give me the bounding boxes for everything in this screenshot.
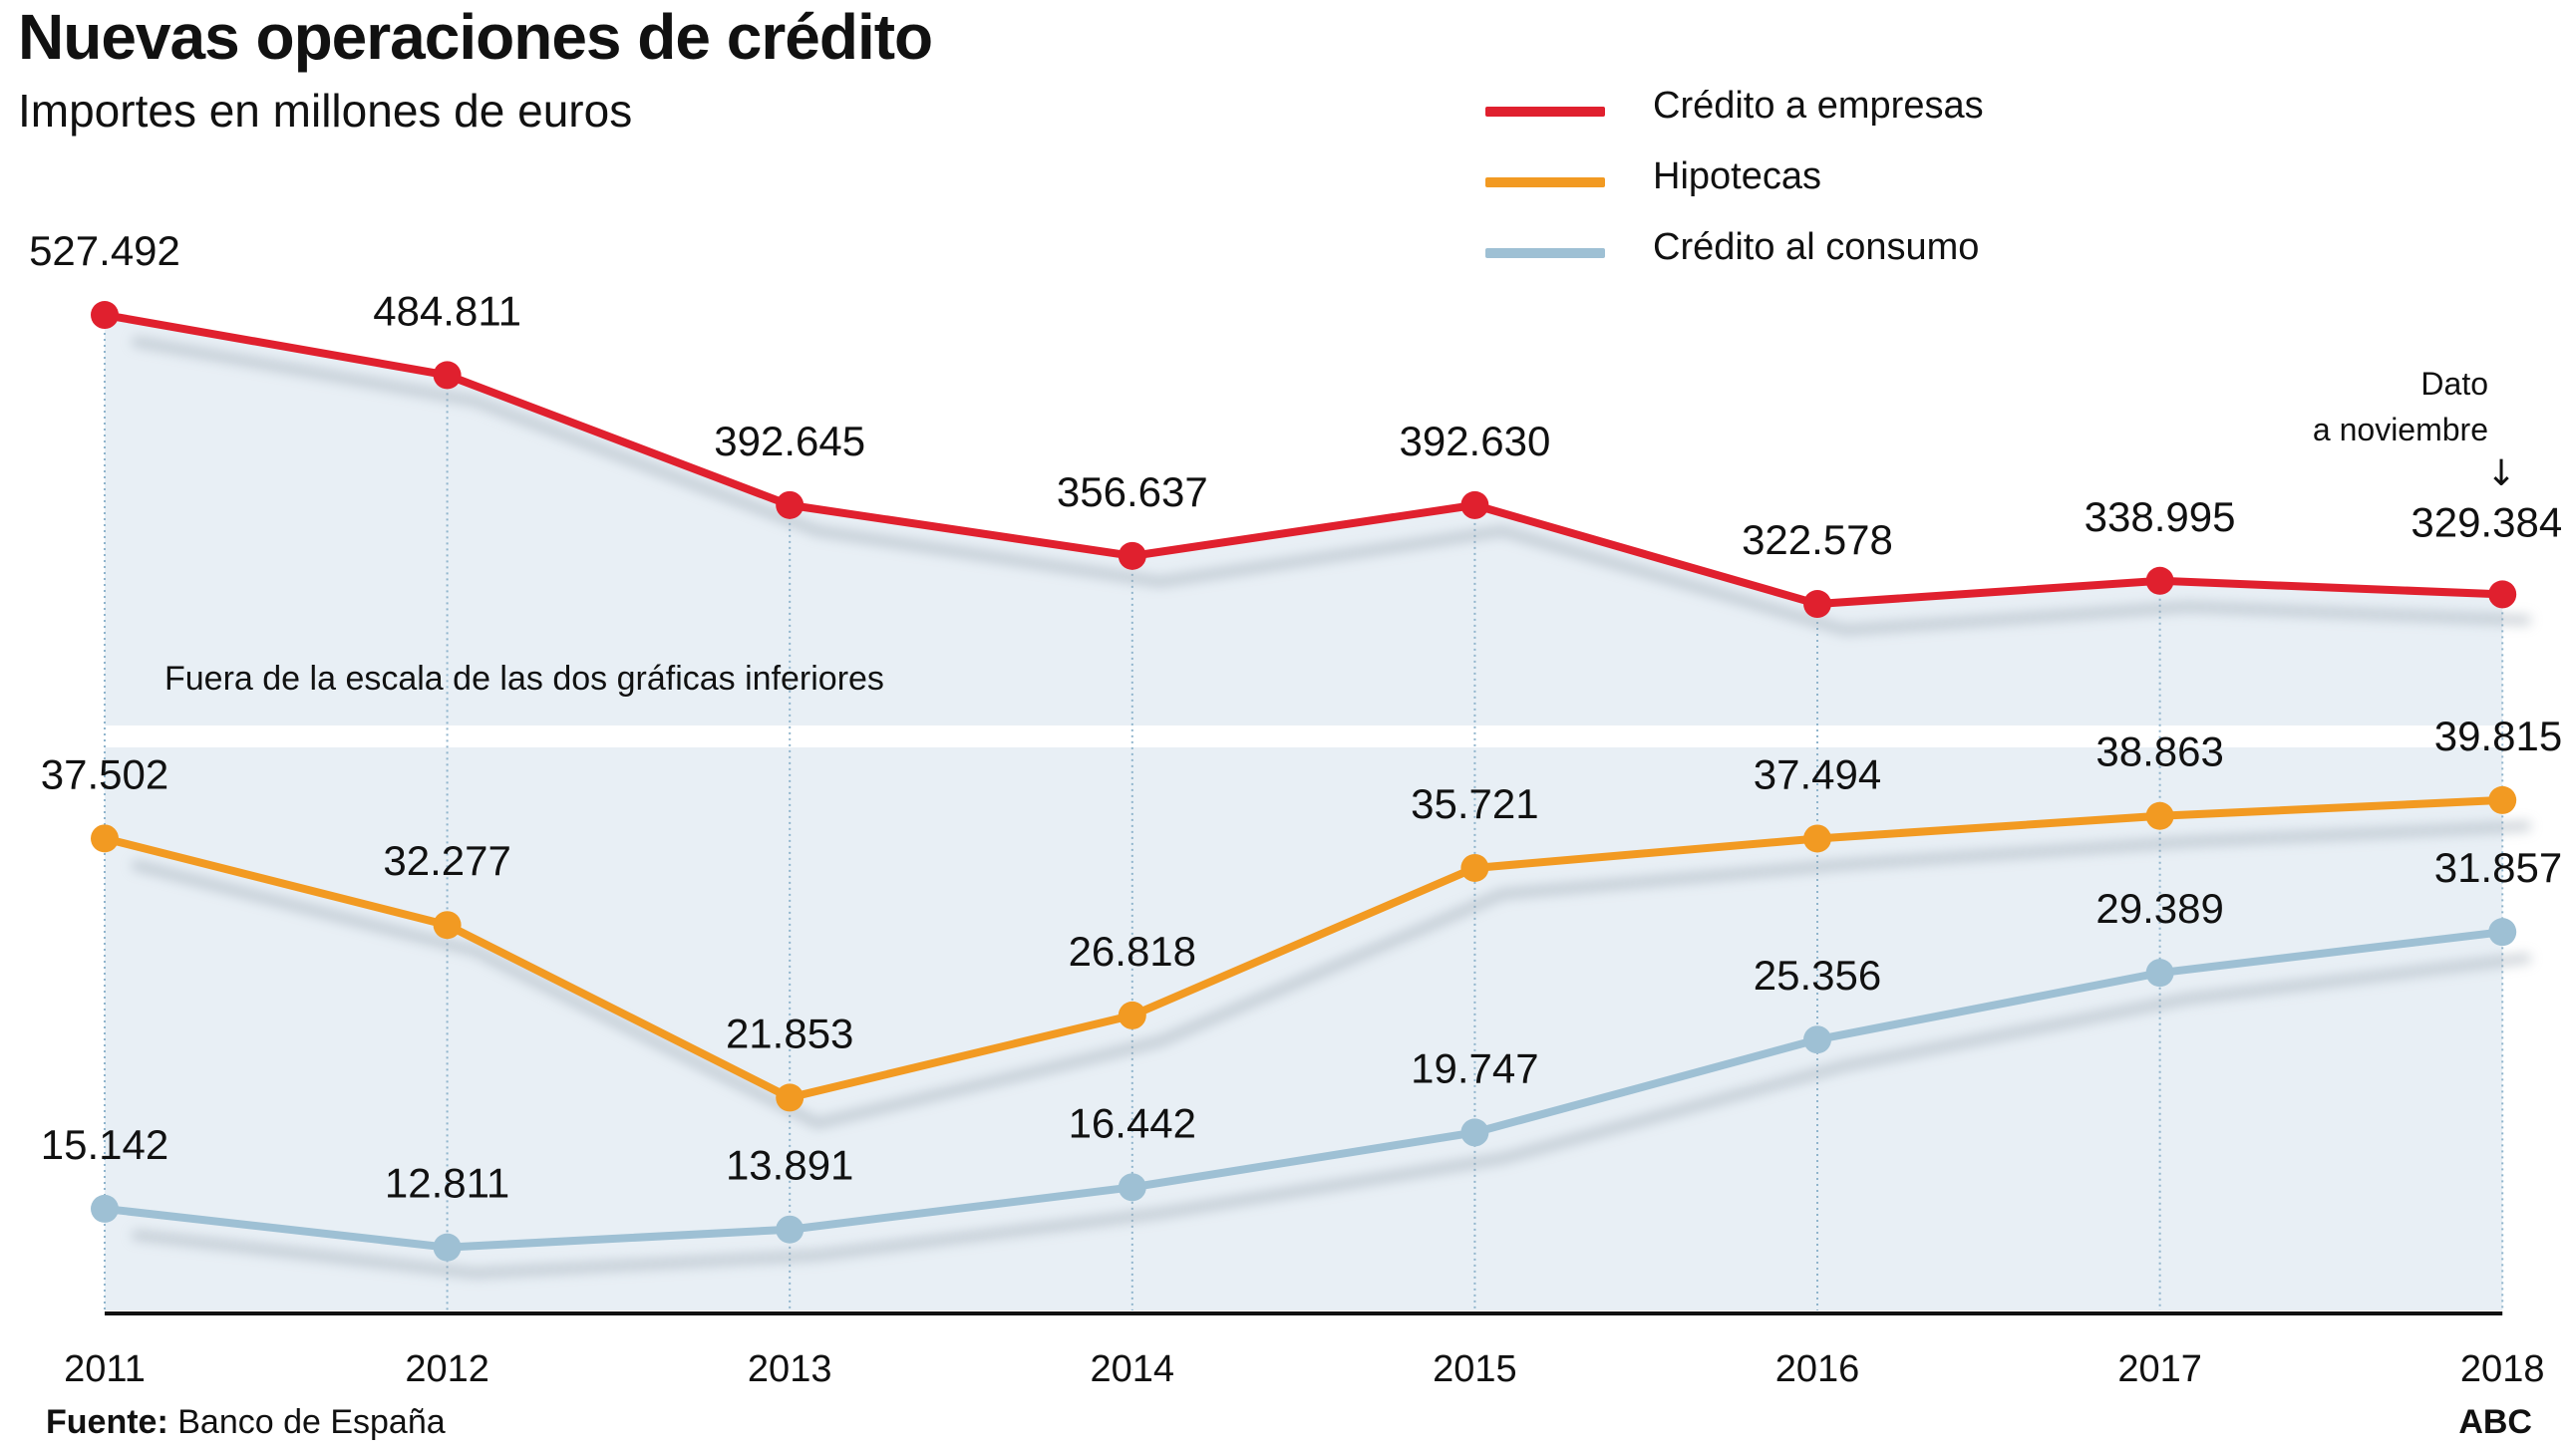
data-point: [1460, 490, 1489, 519]
series-shadow: [132, 953, 2531, 1279]
data-label: 15.142: [41, 1121, 168, 1168]
data-label: 322.578: [1742, 516, 1893, 563]
data-label: 25.356: [1754, 952, 1881, 999]
legend-label-hipotecas: Hipotecas: [1653, 155, 1821, 197]
data-point: [2145, 959, 2174, 988]
data-point: [2145, 566, 2174, 595]
data-label: 338.995: [2085, 493, 2236, 540]
series-shadow: [131, 821, 2531, 1129]
data-label: 19.747: [1411, 1044, 1538, 1091]
data-label: 32.277: [383, 837, 510, 884]
data-label: 13.891: [726, 1142, 853, 1189]
data-point: [776, 490, 805, 519]
chart-subtitle: Importes en millones de euros: [18, 85, 633, 137]
data-label: 329.384: [2411, 498, 2562, 545]
series-line: [104, 311, 2503, 609]
bottom-panel-area: [105, 747, 2503, 1310]
x-tick-label: 2015: [1433, 1348, 1517, 1390]
panel-separator: [105, 727, 2503, 747]
data-note: Dato a noviembre: [2313, 361, 2488, 452]
source-label: Fuente:: [46, 1403, 168, 1441]
data-point: [776, 1215, 805, 1244]
data-point: [1118, 1001, 1146, 1029]
brand-logo: ABC: [2458, 1403, 2532, 1441]
legend-label-consumo: Crédito al consumo: [1653, 226, 1980, 268]
data-point: [1460, 853, 1489, 882]
legend-swatch-hipotecas: [1485, 177, 1605, 187]
data-label: 527.492: [29, 227, 180, 274]
data-label: 31.857: [2434, 844, 2562, 891]
data-point: [776, 1083, 805, 1112]
data-point: [433, 1233, 462, 1262]
data-point: [2488, 785, 2517, 814]
data-label: 29.389: [2095, 885, 2223, 932]
data-point: [91, 824, 119, 853]
x-tick-label: 2018: [2460, 1348, 2545, 1390]
legend-swatch-empresas: [1485, 107, 1605, 117]
data-note-line2: a noviembre: [2312, 412, 2488, 447]
source-note: Fuente: Banco de España: [46, 1403, 446, 1442]
chart-title: Nuevas operaciones de crédito: [18, 1, 933, 73]
data-label: 35.721: [1411, 780, 1538, 827]
data-point: [433, 911, 462, 940]
data-point: [1118, 541, 1146, 570]
legend-label-empresas: Crédito a empresas: [1653, 85, 1984, 127]
series-lines: [91, 301, 2517, 1262]
data-label: 26.818: [1069, 928, 1196, 975]
data-point: [91, 1194, 119, 1223]
data-point: [91, 301, 119, 330]
data-point: [433, 361, 462, 390]
data-note-line1: Dato: [2420, 366, 2488, 402]
x-tick-label: 2013: [748, 1348, 832, 1390]
data-labels: 527.492 484.811 392.645 356.637 392.630 322.5…: [29, 227, 2562, 1207]
data-label: 484.811: [373, 287, 521, 334]
data-point: [1460, 1118, 1489, 1147]
data-label: 39.815: [2434, 713, 2562, 759]
data-point: [2488, 580, 2517, 609]
legend-swatch-consumo: [1485, 248, 1605, 258]
series-line: [104, 928, 2503, 1252]
source-text: Banco de España: [167, 1403, 446, 1441]
x-tick-label: 2012: [405, 1348, 489, 1390]
x-axis: 2011 2012 2013 2014 2015 2016 2017 2018: [64, 1311, 2545, 1390]
data-label: 16.442: [1069, 1099, 1196, 1146]
data-label: 392.645: [714, 418, 865, 464]
x-tick-label: 2016: [1775, 1348, 1860, 1390]
data-point: [1803, 1025, 1831, 1054]
series-shadow: [132, 336, 2531, 635]
scale-note: Fuera de la escala de las dos gráficas i…: [164, 660, 884, 698]
data-label: 37.494: [1754, 750, 1881, 797]
data-point: [1803, 824, 1831, 853]
data-point: [2488, 918, 2517, 947]
data-label: 12.811: [385, 1160, 509, 1207]
data-point: [1118, 1173, 1146, 1202]
data-label: 21.853: [726, 1010, 853, 1056]
data-point: [1803, 590, 1831, 619]
series-line: [104, 795, 2503, 1102]
x-tick-label: 2014: [1091, 1348, 1175, 1390]
data-label: 38.863: [2095, 728, 2223, 775]
data-label: 356.637: [1057, 468, 1208, 515]
down-arrow-icon: ↓: [2486, 453, 2517, 494]
data-label: 392.630: [1399, 418, 1550, 464]
data-label: 37.502: [41, 750, 168, 797]
x-tick-label: 2017: [2117, 1348, 2202, 1390]
x-tick-label: 2011: [64, 1348, 146, 1390]
data-point: [2145, 801, 2174, 830]
line-shadows: [131, 336, 2531, 1279]
